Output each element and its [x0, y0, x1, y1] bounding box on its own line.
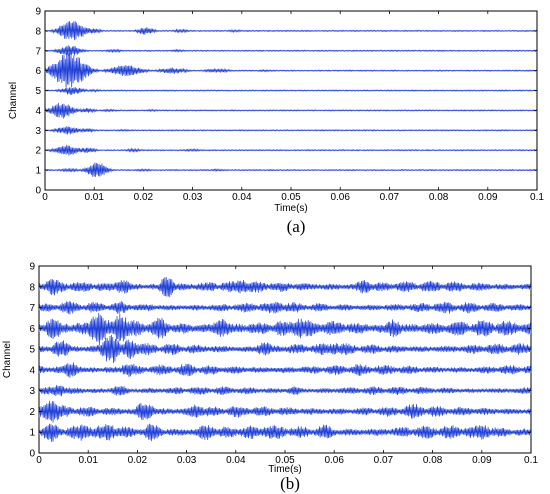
channel-1-trace: [44, 162, 538, 177]
channel-1-trace: [38, 423, 532, 442]
channel-2-trace: [44, 144, 538, 156]
x-tick-label: 0.09: [478, 192, 498, 203]
channel-3-trace: [38, 385, 532, 397]
channel-8-trace: [44, 20, 538, 41]
x-tick-label: 0.01: [78, 455, 98, 466]
y-tick-label: 6: [29, 324, 35, 335]
x-tick-label: 0.06: [330, 192, 350, 203]
y-tick-label: 4: [35, 106, 41, 117]
x-tick-label: 0.05: [275, 455, 295, 466]
y-tick-label: 2: [35, 146, 41, 157]
channel-7-trace: [44, 45, 538, 56]
y-tick-label: 5: [29, 345, 35, 356]
x-tick-label: 0.03: [177, 455, 197, 466]
panel-caption: (a): [287, 217, 306, 236]
y-tick-label: 3: [35, 126, 41, 137]
x-tick-label: 0.07: [380, 192, 400, 203]
channel-5-trace: [44, 87, 538, 95]
y-tick-label: 8: [35, 26, 41, 37]
channel-6-trace: [44, 52, 538, 88]
y-tick-label: 0: [29, 449, 35, 460]
channel-3-trace: [44, 126, 538, 135]
x-tick-label: 0.1: [530, 192, 544, 203]
y-tick-label: 9: [29, 262, 35, 273]
plot-frame: [38, 265, 532, 454]
x-tick-label: 0.02: [134, 192, 154, 203]
x-tick-label: 0: [36, 455, 42, 466]
x-tick-label: 0.03: [183, 192, 203, 203]
y-tick-label: 7: [35, 46, 41, 57]
plot-frame: [44, 10, 538, 191]
x-tick-label: 0.01: [84, 192, 104, 203]
y-tick-label: 5: [35, 86, 41, 97]
x-tick-label: 0.04: [226, 455, 246, 466]
channel-2-trace: [38, 400, 532, 423]
y-tick-label: 6: [35, 66, 41, 77]
signal-traces: [44, 20, 538, 177]
channel-4-trace: [44, 102, 538, 119]
x-tick-label: 0.04: [232, 192, 252, 203]
y-tick-label: 1: [29, 428, 35, 439]
y-tick-label: 9: [35, 7, 41, 18]
x-tick-label: 0.05: [281, 192, 301, 203]
y-tick-label: 0: [35, 186, 41, 197]
y-tick-label: 7: [29, 303, 35, 314]
y-axis-label: Channel: [2, 341, 13, 378]
y-axis-label: Channel: [8, 82, 19, 119]
chart-panel-a: 0 0.01 0.02 0.03 0.04 0.05 0.06 0.07 0.08 0.09 0.1…: [8, 7, 544, 237]
channel-4-trace: [38, 362, 532, 378]
x-tick-label: 0: [42, 192, 48, 203]
panel-caption: (b): [280, 474, 300, 493]
chart-panel-b: 0 0.01 0.02 0.03 0.04 0.05 0.06 0.07 0.08 0.09 0.1…: [2, 262, 538, 494]
x-tick-label: 0.08: [423, 455, 443, 466]
channel-6-trace: [38, 312, 532, 345]
x-axis-label: Time(s): [274, 203, 308, 214]
y-tick-label: 1: [35, 166, 41, 177]
x-tick-label: 0.1: [524, 455, 538, 466]
x-tick-label: 0.08: [429, 192, 449, 203]
x-tick-label: 0.02: [128, 455, 148, 466]
channel-8-trace: [38, 277, 532, 298]
signal-traces: [38, 277, 532, 442]
x-tick-label: 0.07: [374, 455, 394, 466]
channel-7-trace: [38, 300, 532, 315]
x-axis-label: Time(s): [268, 464, 302, 475]
y-tick-label: 8: [29, 282, 35, 293]
y-tick-label: 3: [29, 386, 35, 397]
channel-5-trace: [38, 335, 532, 364]
x-tick-label: 0.06: [324, 455, 344, 466]
x-tick-label: 0.09: [472, 455, 492, 466]
y-tick-label: 4: [29, 365, 35, 376]
y-tick-label: 2: [29, 407, 35, 418]
